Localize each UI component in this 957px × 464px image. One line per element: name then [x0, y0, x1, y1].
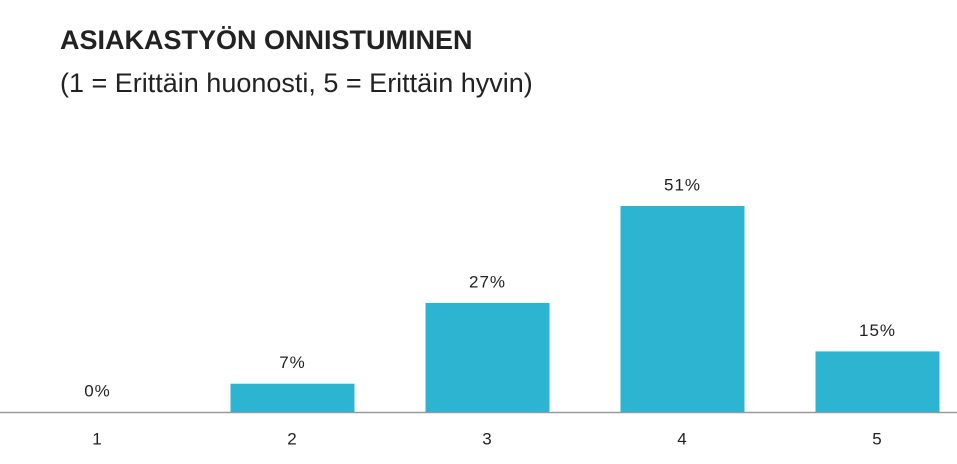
bar — [425, 302, 550, 412]
x-tick-label: 5 — [872, 429, 882, 448]
x-tick-label: 4 — [677, 429, 687, 448]
data-label: 7% — [279, 353, 306, 372]
bar — [230, 383, 355, 412]
data-label: 0% — [84, 381, 111, 400]
data-label: 51% — [664, 175, 701, 194]
x-tick-label: 2 — [287, 429, 297, 448]
x-tick-label: 1 — [92, 429, 102, 448]
data-label: 27% — [469, 272, 506, 291]
bar — [815, 351, 940, 412]
data-label: 15% — [859, 321, 896, 340]
bar — [620, 206, 745, 412]
x-tick-label: 3 — [482, 429, 492, 448]
chart-subtitle: (1 = Erittäin huonosti, 5 = Erittäin hyv… — [60, 68, 533, 98]
chart-title: ASIAKASTYÖN ONNISTUMINEN — [60, 25, 473, 55]
